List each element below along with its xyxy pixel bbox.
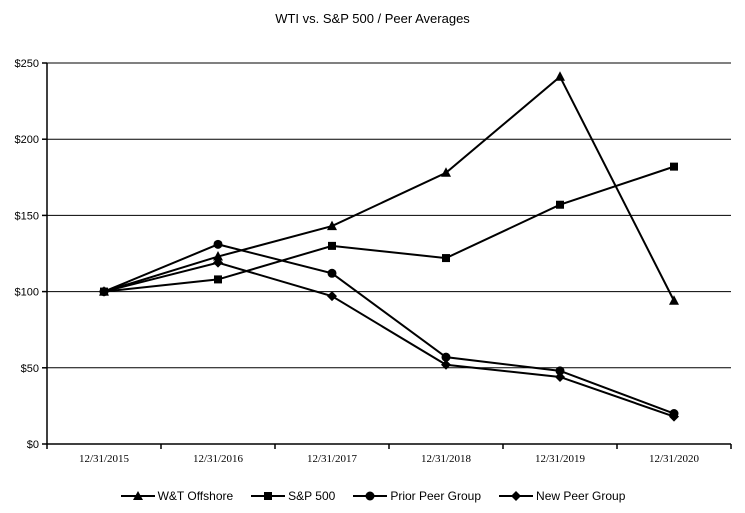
x-tick-label: 12/31/2017 — [307, 453, 358, 465]
data-point-s-p-500 — [328, 241, 336, 250]
chart-legend: W&T Offshore S&P 500 Prior Peer Group Ne… — [0, 489, 745, 503]
square-marker-icon — [251, 492, 286, 500]
series-line-w-t-offshore — [103, 75, 675, 302]
y-tick-label: $250 — [15, 58, 39, 70]
y-tick-label: $100 — [15, 287, 39, 299]
legend-item-sp-500: S&P 500 — [250, 489, 335, 503]
x-tick-label: 12/31/2018 — [421, 453, 472, 465]
circle-marker-icon — [353, 491, 388, 501]
series-line-s-p-500 — [103, 165, 675, 293]
data-point-w-t-offshore — [327, 220, 337, 231]
data-point-w-t-offshore — [669, 295, 679, 305]
legend-label: Prior Peer Group — [390, 489, 482, 503]
data-point-new-peer-group — [441, 359, 451, 370]
legend-label: S&P 500 — [288, 489, 336, 503]
data-point-new-peer-group — [213, 257, 223, 268]
data-point-prior-peer-group — [213, 239, 223, 249]
x-tick-label: 12/31/2019 — [535, 453, 586, 465]
legend-item-prior-peer-group: Prior Peer Group — [352, 489, 481, 503]
data-point-w-t-offshore — [555, 71, 565, 81]
x-tick-label: 12/31/2015 — [79, 453, 130, 465]
data-point-new-peer-group — [555, 371, 565, 382]
triangle-marker-icon — [120, 491, 155, 500]
data-point-w-t-offshore — [441, 167, 451, 177]
legend-label: W&T Offshore — [157, 489, 234, 503]
legend-item-new-peer-group: New Peer Group — [498, 489, 625, 503]
chart-title: WTI vs. S&P 500 / Peer Averages — [275, 11, 470, 26]
data-point-prior-peer-group — [327, 268, 337, 278]
series-line-prior-peer-group — [103, 243, 675, 415]
y-tick-label: $150 — [15, 210, 39, 222]
legend-item-wt-offshore: W&T Offshore — [120, 489, 234, 503]
data-point-prior-peer-group — [441, 352, 451, 362]
data-point-w-t-offshore — [213, 251, 223, 261]
series-line-new-peer-group — [103, 261, 675, 418]
x-tick-label: 12/31/2016 — [193, 453, 244, 465]
data-point-s-p-500 — [100, 287, 108, 296]
data-point-s-p-500 — [214, 275, 222, 284]
data-point-prior-peer-group — [555, 366, 565, 376]
y-tick-label: $0 — [27, 439, 39, 451]
data-point-new-peer-group — [669, 411, 679, 422]
data-point-new-peer-group — [327, 291, 337, 302]
legend-label: New Peer Group — [536, 489, 626, 503]
y-tick-label: $200 — [15, 134, 39, 146]
diamond-marker-icon — [499, 491, 534, 501]
x-tick-label: 12/31/2020 — [649, 453, 700, 465]
data-point-s-p-500 — [442, 254, 450, 263]
y-tick-label: $50 — [21, 363, 39, 375]
data-point-s-p-500 — [556, 200, 564, 209]
data-point-s-p-500 — [670, 162, 678, 171]
